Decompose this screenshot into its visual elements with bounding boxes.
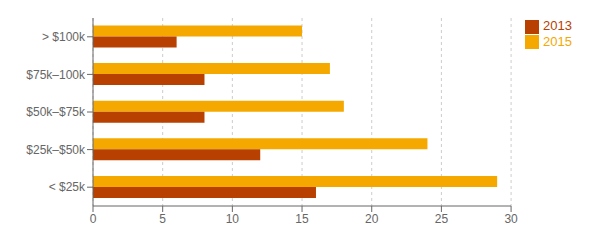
svg-text:0: 0	[90, 212, 97, 226]
html-text:2015: 2015	[543, 33, 572, 49]
svg-text:15: 15	[295, 212, 309, 226]
svg-text:10: 10	[226, 212, 240, 226]
svg-text:5: 5	[159, 212, 166, 226]
svg-text:> $100k: > $100k	[42, 30, 86, 44]
svg-text:25: 25	[435, 212, 449, 226]
html-text:2013: 2013	[543, 18, 572, 33]
svg-text:$75k–100k: $75k–100k	[26, 68, 86, 82]
svg-text:20: 20	[365, 212, 379, 226]
svg-text:$50k–$75k: $50k–$75k	[26, 105, 86, 119]
svg-text:< $25k: < $25k	[49, 180, 86, 194]
svg-text:30: 30	[504, 212, 518, 226]
svg-text:$25k–$50k: $25k–$50k	[26, 143, 86, 157]
